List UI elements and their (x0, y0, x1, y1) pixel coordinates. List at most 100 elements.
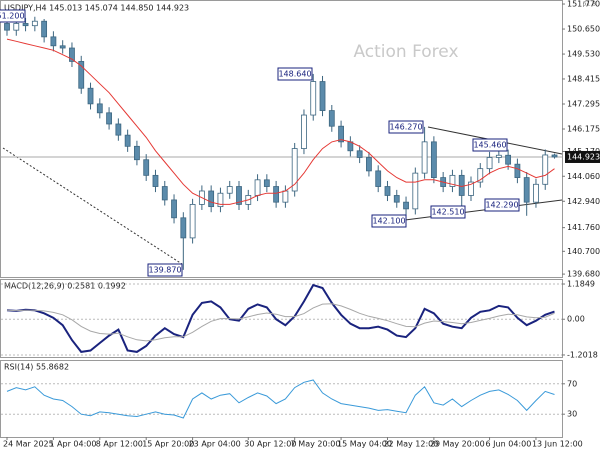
y-tick-label: 0.00 (567, 315, 585, 324)
x-tick-label: 7 May 20:00 (291, 440, 341, 449)
annotation: 142.290 (485, 201, 518, 210)
candle-body (310, 81, 317, 116)
candle-body (31, 20, 38, 27)
y-tick-label: 1.1849 (567, 280, 595, 289)
candle-body (412, 172, 419, 210)
candle-body (13, 23, 20, 31)
candle-body (171, 199, 177, 219)
y-tick-label: 149.530 (567, 50, 600, 59)
annotation: 145.460 (473, 141, 506, 150)
candle-body (551, 154, 558, 158)
candle-body (403, 201, 409, 210)
candle-body (468, 181, 474, 196)
candle-body (375, 170, 382, 187)
price-panel-frame (0, 0, 563, 278)
candle-body (4, 23, 10, 31)
candle-body (523, 177, 530, 203)
y-tick-label: 146.175 (567, 125, 600, 134)
rsi-panel-frame (0, 360, 563, 438)
annotation-box (388, 120, 424, 134)
candle-body (486, 157, 493, 170)
y-tick-label: 150.650 (567, 25, 600, 34)
x-tick-label: 30 Apr 12:00 (244, 440, 296, 449)
annotation: 139.870 (148, 266, 181, 275)
signal-line (6, 303, 555, 342)
price-title: USDJPY,H4 145.013 145.074 144.850 144.92… (4, 4, 189, 13)
current-price-label: 144.923 (567, 152, 600, 161)
candle-body (514, 163, 521, 178)
candle-body (301, 114, 307, 149)
x-tick-label: 1 Apr 04:00 (49, 440, 96, 449)
annotation-box (277, 67, 313, 81)
candle-body (189, 203, 196, 239)
candle-body (236, 186, 242, 205)
candle-body (22, 23, 29, 27)
candle-body (41, 20, 48, 38)
y-tick-label: 151.770 (567, 0, 600, 9)
annotation: 142.100 (372, 217, 405, 226)
annotation: 151.200 (0, 12, 25, 21)
candle-body (533, 183, 539, 203)
candle-body (263, 179, 270, 187)
macd-panel-frame (0, 279, 563, 358)
candle-body (338, 125, 344, 143)
x-tick-label: 6 Jun 04:00 (486, 440, 532, 449)
candle-body (291, 148, 298, 192)
candle-body (495, 154, 502, 158)
x-tick-label: 23 Apr 04:00 (189, 440, 241, 449)
candle-body (421, 141, 428, 174)
candle-body (143, 159, 150, 176)
y-tick-label: 139.680 (567, 270, 600, 279)
y-tick-label: 140.700 (567, 247, 600, 256)
annotation: 148.640 (278, 70, 311, 79)
candle-body (273, 186, 280, 203)
annotation-box (0, 9, 26, 23)
candle-body (69, 47, 75, 62)
annotation: 142.510 (431, 208, 464, 217)
candle-body (124, 134, 131, 147)
candle-body (328, 110, 335, 127)
current-price-box (565, 150, 600, 163)
candle-body (226, 186, 233, 194)
annotation-box (371, 214, 407, 228)
moving-average (6, 38, 555, 205)
candle-body (542, 154, 549, 185)
candle-body (356, 150, 363, 158)
candle-body (458, 174, 465, 196)
y-tick-label: 148.415 (567, 74, 600, 83)
candle-body (106, 112, 112, 125)
candle-body (96, 103, 103, 114)
x-tick-label: 15 Apr 20:00 (142, 440, 194, 449)
candle-body (366, 157, 372, 172)
candle-body (319, 81, 326, 111)
y-tick-label: 147.295 (567, 99, 600, 108)
candle-body (208, 190, 215, 208)
candle-body (505, 154, 512, 165)
fib-label: 61.8 (583, 1, 597, 8)
rsi-title: RSI(14) 55.8682 (4, 363, 69, 372)
candle-body (449, 174, 456, 187)
candle-body (152, 174, 159, 187)
y-tick-label: 30 (567, 410, 577, 419)
candle-body (134, 145, 140, 161)
macd-title: MACD(12,26,9) 0.2581 0.1992 (4, 282, 126, 291)
x-tick-label: 13 Jun 12:00 (532, 440, 583, 449)
candle-body (78, 61, 85, 89)
candle-body (115, 123, 122, 136)
annotation-box (147, 263, 183, 277)
annotation-box (484, 198, 520, 212)
candle-body (384, 186, 391, 196)
candle-body (59, 45, 66, 49)
x-tick-label: 8 Apr 12:00 (96, 440, 143, 449)
candle-body (254, 179, 261, 196)
rsi-line (6, 379, 555, 419)
y-tick-label: -1.2018 (567, 350, 598, 359)
candle-body (430, 141, 437, 178)
candle-body (282, 190, 289, 203)
y-tick-label: 142.940 (567, 197, 600, 206)
x-tick-label: 29 May 20:00 (430, 440, 485, 449)
candle-body (161, 186, 168, 201)
candle-body (87, 87, 94, 105)
